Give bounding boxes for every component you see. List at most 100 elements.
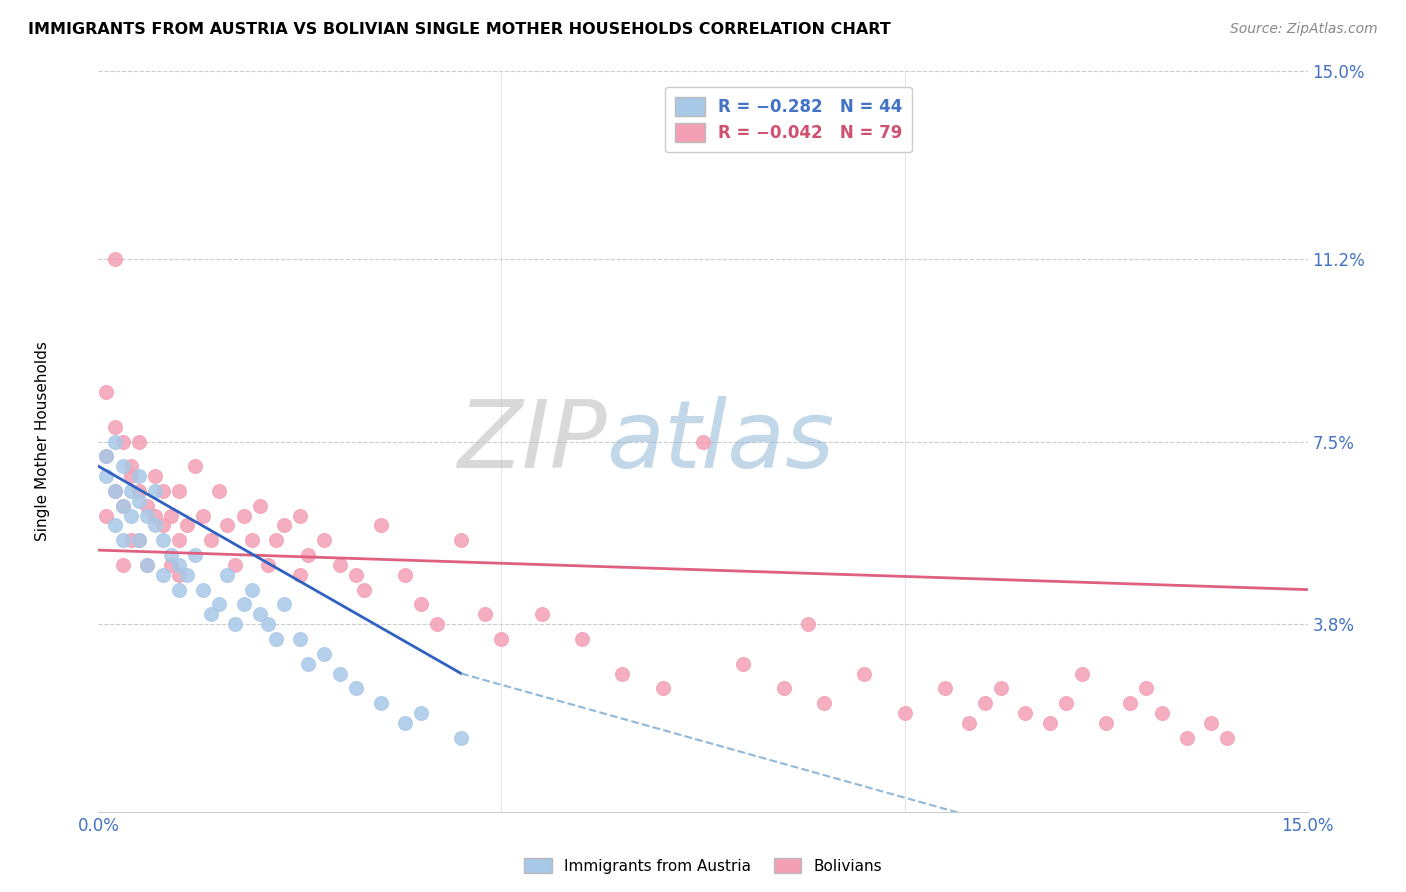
Point: [143, 469, 166, 483]
Point: [128, 533, 150, 548]
Point: [314, 647, 336, 661]
Point: [143, 483, 166, 498]
Point: [135, 499, 157, 513]
Point: [329, 558, 352, 572]
Point: [96, 469, 118, 483]
Point: [128, 483, 150, 498]
Point: [612, 666, 634, 681]
Point: [184, 459, 207, 474]
Point: [167, 567, 190, 582]
Point: [273, 518, 295, 533]
Point: [128, 434, 150, 449]
Text: ZIP: ZIP: [457, 396, 606, 487]
Point: [208, 483, 231, 498]
Point: [167, 558, 190, 572]
Point: [1054, 696, 1077, 710]
Point: [1070, 666, 1092, 681]
Point: [96, 508, 118, 523]
Point: [217, 567, 239, 582]
Point: [409, 598, 432, 612]
Point: [797, 617, 820, 632]
Point: [193, 508, 215, 523]
Point: [135, 558, 157, 572]
Point: [813, 696, 835, 710]
Point: [128, 533, 150, 548]
Point: [96, 385, 118, 400]
Point: [990, 681, 1012, 696]
Point: [160, 558, 183, 572]
Point: [692, 434, 714, 449]
Point: [450, 731, 472, 745]
Point: [249, 499, 271, 513]
Point: [240, 533, 263, 548]
Point: [394, 715, 416, 730]
Point: [103, 483, 125, 498]
Point: [297, 548, 319, 562]
Point: [353, 582, 375, 597]
Point: [224, 617, 246, 632]
Point: [344, 567, 367, 582]
Point: [103, 419, 125, 434]
Point: [128, 469, 150, 483]
Point: [193, 582, 215, 597]
Point: [200, 607, 222, 622]
Text: Source: ZipAtlas.com: Source: ZipAtlas.com: [1230, 22, 1378, 37]
Point: [344, 681, 367, 696]
Point: [120, 483, 142, 498]
Point: [1152, 706, 1174, 720]
Point: [450, 533, 472, 548]
Point: [152, 518, 174, 533]
Point: [297, 657, 319, 671]
Point: [264, 533, 287, 548]
Point: [111, 499, 134, 513]
Point: [160, 548, 183, 562]
Point: [232, 598, 254, 612]
Point: [974, 696, 997, 710]
Point: [111, 459, 134, 474]
Point: [143, 518, 166, 533]
Point: [96, 450, 118, 464]
Point: [111, 558, 134, 572]
Point: [1199, 715, 1222, 730]
Point: [111, 434, 134, 449]
Point: [426, 617, 449, 632]
Point: [120, 533, 142, 548]
Point: [143, 508, 166, 523]
Text: atlas: atlas: [606, 396, 835, 487]
Point: [111, 533, 134, 548]
Point: [103, 434, 125, 449]
Point: [409, 706, 432, 720]
Point: [288, 567, 311, 582]
Y-axis label: Single Mother Households: Single Mother Households: [35, 342, 49, 541]
Point: [167, 533, 190, 548]
Point: [103, 483, 125, 498]
Point: [288, 632, 311, 646]
Legend: Immigrants from Austria, Bolivians: Immigrants from Austria, Bolivians: [517, 852, 889, 880]
Point: [224, 558, 246, 572]
Point: [934, 681, 956, 696]
Point: [264, 632, 287, 646]
Point: [370, 696, 392, 710]
Point: [120, 469, 142, 483]
Point: [1039, 715, 1062, 730]
Point: [103, 518, 125, 533]
Legend: R = −0.282   N = 44, R = −0.042   N = 79: R = −0.282 N = 44, R = −0.042 N = 79: [665, 87, 912, 153]
Point: [394, 567, 416, 582]
Point: [135, 508, 157, 523]
Point: [152, 533, 174, 548]
Point: [1095, 715, 1118, 730]
Point: [208, 598, 231, 612]
Point: [491, 632, 513, 646]
Point: [651, 681, 673, 696]
Point: [152, 567, 174, 582]
Point: [120, 508, 142, 523]
Point: [176, 567, 198, 582]
Point: [256, 617, 278, 632]
Point: [176, 518, 198, 533]
Point: [217, 518, 239, 533]
Point: [1135, 681, 1157, 696]
Point: [530, 607, 553, 622]
Point: [256, 558, 278, 572]
Point: [853, 666, 876, 681]
Point: [1014, 706, 1036, 720]
